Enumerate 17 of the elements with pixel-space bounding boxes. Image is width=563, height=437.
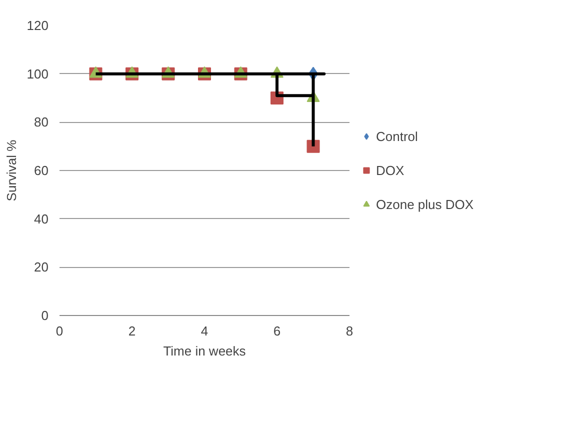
x-tick-label: 0 <box>56 324 64 338</box>
x-tick-label: 8 <box>346 324 354 338</box>
x-tick-label: 2 <box>128 324 136 338</box>
y-tick-label: 40 <box>34 211 49 226</box>
x-axis-title: Time in weeks <box>163 344 246 358</box>
legend-label: DOX <box>376 162 404 178</box>
y-tick-label: 20 <box>34 260 49 275</box>
y-tick-label: 100 <box>26 66 49 82</box>
x-tick-label: 4 <box>200 324 208 338</box>
y-axis-title: Survival % <box>4 139 19 202</box>
y-tick-label: 0 <box>41 308 49 323</box>
x-tick-label: 6 <box>273 324 281 338</box>
y-tick-label: 80 <box>34 114 49 130</box>
legend-label: Control <box>376 128 418 144</box>
legend-label: Ozone plus DOX <box>376 196 474 212</box>
y-tick-label: 60 <box>34 163 49 178</box>
y-tick-label: 120 <box>26 18 49 33</box>
